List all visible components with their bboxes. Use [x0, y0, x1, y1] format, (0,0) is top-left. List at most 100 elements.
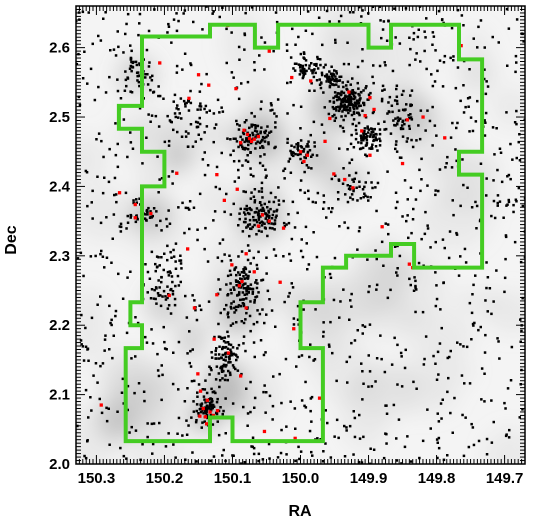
- galaxy-point: [255, 263, 259, 267]
- galaxy-point: [192, 206, 196, 209]
- galaxy-point: [308, 355, 311, 359]
- galaxy-point: [485, 261, 488, 264]
- galaxy-point: [227, 360, 231, 364]
- galaxy-point: [174, 267, 178, 270]
- galaxy-point: [174, 115, 177, 119]
- galaxy-point: [366, 127, 370, 130]
- galaxy-point: [205, 6, 208, 8]
- galaxy-point: [233, 180, 237, 183]
- galaxy-point: [358, 113, 361, 117]
- galaxy-point: [172, 351, 175, 354]
- galaxy-point: [310, 62, 313, 65]
- galaxy-point: [464, 105, 467, 109]
- y-axis-tick-labels: 2.02.12.22.32.42.52.6: [49, 40, 71, 473]
- galaxy-point: [421, 310, 425, 314]
- galaxy-point: [336, 92, 340, 95]
- galaxy-point: [336, 191, 340, 194]
- galaxy-point: [370, 146, 373, 149]
- galaxy-point: [378, 64, 382, 68]
- galaxy-point: [84, 169, 88, 173]
- galaxy-point: [341, 81, 344, 84]
- galaxy-point: [312, 231, 315, 234]
- galaxy-point: [313, 358, 317, 361]
- galaxy-point: [272, 210, 276, 213]
- galaxy-point: [420, 178, 423, 181]
- galaxy-point: [146, 435, 149, 439]
- x-axis-tick-labels: 150.3 150.2 150.1 150.0 149.9 149.8 149.7: [78, 470, 524, 487]
- galaxy-point: [131, 147, 135, 150]
- galaxy-point: [151, 214, 154, 218]
- galaxy-point: [375, 138, 378, 142]
- galaxy-point: [256, 267, 259, 270]
- survey-boundary: [116, 22, 485, 444]
- galaxy-point: [247, 143, 250, 147]
- galaxy-point: [358, 413, 361, 417]
- galaxy-point: [434, 240, 437, 244]
- galaxy-point: [307, 145, 310, 148]
- galaxy-point: [158, 94, 162, 98]
- galaxy-point: [385, 404, 388, 407]
- galaxy-point: [342, 118, 345, 122]
- galaxy-point: [236, 123, 239, 126]
- galaxy-point: [137, 33, 140, 37]
- galaxy-point: [330, 65, 333, 68]
- galaxy-point: [240, 271, 244, 274]
- galaxy-point: [477, 328, 480, 332]
- galaxy-point: [364, 136, 367, 140]
- galaxy-point: [371, 111, 375, 115]
- red-point: [215, 173, 219, 177]
- galaxy-point: [362, 133, 365, 136]
- galaxy-point: [217, 278, 220, 281]
- galaxy-point: [510, 345, 514, 349]
- galaxy-point: [244, 190, 247, 194]
- galaxy-point: [399, 127, 403, 131]
- galaxy-point: [437, 446, 441, 450]
- galaxy-point: [203, 151, 206, 154]
- galaxy-point: [243, 293, 246, 296]
- galaxy-point: [435, 297, 439, 301]
- galaxy-point: [243, 271, 246, 274]
- galaxy-point: [495, 127, 498, 130]
- galaxy-point: [99, 221, 103, 225]
- galaxy-point: [345, 105, 349, 109]
- galaxy-point: [263, 202, 266, 206]
- galaxy-point: [356, 329, 359, 332]
- galaxy-point: [145, 208, 149, 212]
- galaxy-point: [349, 185, 352, 188]
- galaxy-point: [348, 161, 351, 165]
- galaxy-point: [274, 121, 277, 124]
- red-point: [186, 247, 190, 251]
- galaxy-point: [255, 233, 258, 236]
- galaxy-point: [325, 216, 328, 219]
- galaxy-point: [208, 404, 211, 408]
- galaxy-point: [126, 276, 129, 279]
- galaxy-point: [334, 75, 337, 78]
- galaxy-point: [446, 356, 449, 360]
- red-point: [239, 141, 243, 145]
- galaxy-point: [99, 295, 102, 298]
- galaxy-point: [406, 198, 409, 201]
- galaxy-point: [189, 101, 193, 105]
- galaxy-point: [344, 94, 347, 97]
- galaxy-point: [253, 61, 256, 64]
- galaxy-point: [229, 288, 232, 292]
- galaxy-point: [246, 274, 250, 278]
- red-point: [368, 153, 372, 157]
- galaxy-point: [203, 398, 206, 401]
- galaxy-point: [224, 432, 227, 435]
- galaxy-point: [358, 147, 362, 151]
- galaxy-point: [209, 403, 213, 407]
- galaxy-point: [436, 350, 440, 354]
- galaxy-point: [236, 369, 240, 372]
- red-point: [235, 187, 239, 191]
- galaxy-point: [322, 66, 326, 69]
- galaxy-point: [344, 193, 347, 196]
- galaxy-point: [285, 49, 289, 52]
- galaxy-point: [372, 448, 376, 451]
- galaxy-point: [307, 67, 311, 70]
- galaxy-point: [221, 365, 225, 368]
- galaxy-point: [431, 144, 434, 147]
- galaxy-point: [340, 115, 343, 118]
- galaxy-point: [263, 136, 266, 140]
- galaxy-point: [277, 199, 281, 202]
